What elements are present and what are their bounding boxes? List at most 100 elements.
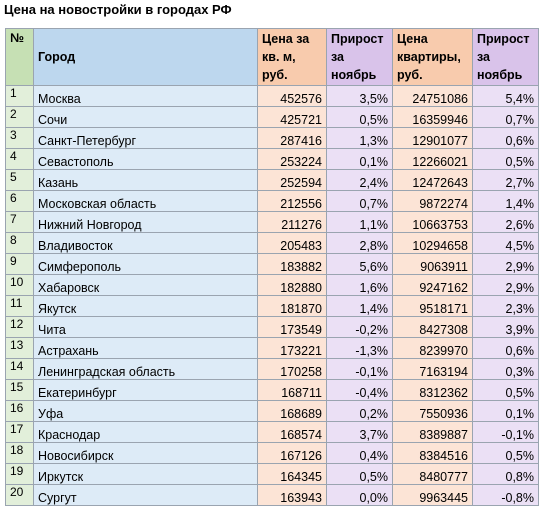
row-number: 1	[5, 85, 34, 107]
table-row: 2 Сочи 425721 0,5% 16359946 0,7%	[5, 106, 539, 128]
city-cell: Астрахань	[33, 337, 258, 359]
growth-flat-cell: 3,9%	[472, 316, 539, 338]
city-cell: Нижний Новгород	[33, 211, 258, 233]
header-growth-sqm: Прирост за ноябрь	[326, 28, 393, 86]
city-cell: Сочи	[33, 106, 258, 128]
row-number: 10	[5, 274, 34, 296]
price-flat-cell: 9872274	[392, 190, 473, 212]
growth-sqm-cell: 2,8%	[326, 232, 393, 254]
table-row: 18 Новосибирск 167126 0,4% 8384516 0,5%	[5, 442, 539, 464]
row-number: 8	[5, 232, 34, 254]
price-flat-cell: 9963445	[392, 484, 473, 506]
table-row: 3 Санкт-Петербург 287416 1,3% 12901077 0,6%	[5, 127, 539, 149]
city-cell: Владивосток	[33, 232, 258, 254]
table-row: 1 Москва 452576 3,5% 24751086 5,4%	[5, 85, 539, 107]
growth-sqm-cell: 0,5%	[326, 463, 393, 485]
city-cell: Уфа	[33, 400, 258, 422]
table-row: 17 Краснодар 168574 3,7% 8389887 -0,1%	[5, 421, 539, 443]
price-flat-cell: 7550936	[392, 400, 473, 422]
city-cell: Симферополь	[33, 253, 258, 275]
growth-flat-cell: 5,4%	[472, 85, 539, 107]
row-number: 5	[5, 169, 34, 191]
table-row: 4 Севастополь 253224 0,1% 12266021 0,5%	[5, 148, 539, 170]
table-row: 14 Ленинградская область 170258 -0,1% 716319…	[5, 358, 539, 380]
header-price-sqm: Цена за кв. м, руб.	[257, 28, 327, 86]
growth-flat-cell: 2,6%	[472, 211, 539, 233]
growth-sqm-cell: 0,2%	[326, 400, 393, 422]
growth-flat-cell: 0,5%	[472, 379, 539, 401]
price-flat-cell: 8312362	[392, 379, 473, 401]
row-number: 13	[5, 337, 34, 359]
row-number: 17	[5, 421, 34, 443]
table-row: 8 Владивосток 205483 2,8% 10294658 4,5%	[5, 232, 539, 254]
price-flat-cell: 10663753	[392, 211, 473, 233]
price-flat-cell: 9247162	[392, 274, 473, 296]
city-cell: Казань	[33, 169, 258, 191]
price-sqm-cell: 181870	[257, 295, 327, 317]
price-sqm-cell: 205483	[257, 232, 327, 254]
table-row: 6 Московская область 212556 0,7% 9872274 1,4%	[5, 190, 539, 212]
row-number: 9	[5, 253, 34, 275]
growth-flat-cell: 2,9%	[472, 274, 539, 296]
table-row: 5 Казань 252594 2,4% 12472643 2,7%	[5, 169, 539, 191]
price-sqm-cell: 287416	[257, 127, 327, 149]
growth-sqm-cell: -0,1%	[326, 358, 393, 380]
price-sqm-cell: 168689	[257, 400, 327, 422]
row-number: 20	[5, 484, 34, 506]
row-number: 4	[5, 148, 34, 170]
price-flat-cell: 7163194	[392, 358, 473, 380]
table-row: 12 Чита 173549 -0,2% 8427308 3,9%	[5, 316, 539, 338]
growth-flat-cell: -0,8%	[472, 484, 539, 506]
price-flat-cell: 9063911	[392, 253, 473, 275]
price-flat-cell: 8480777	[392, 463, 473, 485]
table-row: 11 Якутск 181870 1,4% 9518171 2,3%	[5, 295, 539, 317]
price-flat-cell: 12901077	[392, 127, 473, 149]
price-flat-cell: 9518171	[392, 295, 473, 317]
table-row: 19 Иркутск 164345 0,5% 8480777 0,8%	[5, 463, 539, 485]
city-cell: Московская область	[33, 190, 258, 212]
price-flat-cell: 12266021	[392, 148, 473, 170]
growth-sqm-cell: 0,4%	[326, 442, 393, 464]
price-sqm-cell: 173221	[257, 337, 327, 359]
row-number: 18	[5, 442, 34, 464]
header-price-flat: Цена квартиры, руб.	[392, 28, 473, 86]
growth-sqm-cell: 1,4%	[326, 295, 393, 317]
row-number: 3	[5, 127, 34, 149]
growth-flat-cell: 2,3%	[472, 295, 539, 317]
growth-sqm-cell: 0,7%	[326, 190, 393, 212]
price-sqm-cell: 452576	[257, 85, 327, 107]
price-sqm-cell: 168574	[257, 421, 327, 443]
city-cell: Новосибирск	[33, 442, 258, 464]
price-sqm-cell: 167126	[257, 442, 327, 464]
price-sqm-cell: 164345	[257, 463, 327, 485]
city-cell: Якутск	[33, 295, 258, 317]
growth-sqm-cell: 5,6%	[326, 253, 393, 275]
row-number: 14	[5, 358, 34, 380]
growth-flat-cell: 2,9%	[472, 253, 539, 275]
header-city: Город	[33, 28, 258, 86]
row-number: 15	[5, 379, 34, 401]
price-sqm-cell: 252594	[257, 169, 327, 191]
row-number: 7	[5, 211, 34, 233]
growth-sqm-cell: 0,1%	[326, 148, 393, 170]
growth-flat-cell: 0,6%	[472, 337, 539, 359]
growth-sqm-cell: -0,4%	[326, 379, 393, 401]
growth-sqm-cell: 2,4%	[326, 169, 393, 191]
growth-sqm-cell: -0,2%	[326, 316, 393, 338]
price-flat-cell: 8239970	[392, 337, 473, 359]
row-number: 16	[5, 400, 34, 422]
table-row: 15 Екатеринбург 168711 -0,4% 8312362 0,5%	[5, 379, 539, 401]
growth-flat-cell: 0,6%	[472, 127, 539, 149]
growth-sqm-cell: 1,3%	[326, 127, 393, 149]
table-row: 20 Сургут 163943 0,0% 9963445 -0,8%	[5, 484, 539, 506]
growth-sqm-cell: 1,6%	[326, 274, 393, 296]
city-cell: Краснодар	[33, 421, 258, 443]
table-title: Цена на новостройки в городах РФ	[4, 2, 232, 17]
city-cell: Москва	[33, 85, 258, 107]
price-flat-cell: 8427308	[392, 316, 473, 338]
price-flat-cell: 16359946	[392, 106, 473, 128]
growth-flat-cell: 0,5%	[472, 148, 539, 170]
table-row: 7 Нижний Новгород 211276 1,1% 10663753 2,6%	[5, 211, 539, 233]
growth-flat-cell: 0,3%	[472, 358, 539, 380]
header-number: №	[5, 28, 34, 86]
